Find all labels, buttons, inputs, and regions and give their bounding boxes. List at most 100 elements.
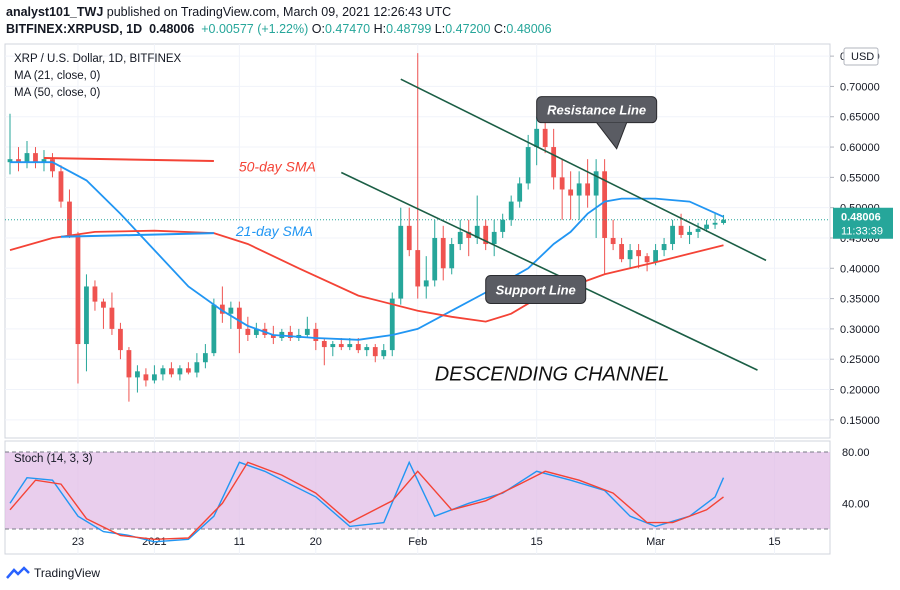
candle-body [245,328,251,335]
candle-body [270,334,276,338]
candle-body [619,244,625,260]
candle-body [500,219,506,232]
candle-body [101,301,106,308]
candle-body [712,222,718,225]
resistance-line [400,78,767,262]
currency-label: USD [851,51,874,63]
candle-body [364,347,370,351]
y-tick-label: 0.20000 [840,385,880,397]
candle-body [211,304,217,354]
candle-body [372,347,378,357]
candle-body [525,147,531,184]
candle-body [610,237,616,245]
candle-body [143,374,149,381]
candle-body [185,368,191,373]
candle-body [338,344,344,348]
candle-body [126,350,132,378]
legend-title: XRP / U.S. Dollar, 1D, BITFINEX [14,53,182,65]
candle-body [236,307,242,329]
candle-body [160,368,166,375]
candle-body [168,368,174,375]
candle-body [135,371,140,378]
candle-body [517,183,523,202]
candle-body [670,225,675,245]
stoch-label: Stoch (14, 3, 3) [14,453,93,465]
candle-body [483,225,489,245]
candle-body [593,171,599,196]
publish-text: published on TradingView.com, March 09, … [106,5,452,19]
stoch-tick-label: 40.00 [842,498,870,510]
candle-body [415,250,421,287]
candle-body [389,298,395,351]
publish-info: analyst101_TWJ published on TradingView.… [6,5,451,19]
channel-annotation: DESCENDING CHANNEL [435,363,669,385]
y-tick-label: 0.30000 [840,324,880,336]
close-label: C: [493,22,507,36]
x-tick-label: 11 [234,536,245,548]
y-tick-label: 0.25000 [840,354,880,366]
publisher-name: analyst101_TWJ [6,5,104,19]
candle-body [152,374,157,381]
stoch-band [5,452,830,529]
candle-body [457,231,463,245]
candle-body [432,237,438,281]
candle-body [321,341,327,348]
x-tick-label: 23 [72,536,84,548]
symbol: BITFINEX:XRPUSD, 1D [6,22,143,36]
candle-body [67,201,72,235]
tradingview-logo[interactable]: TradingView [6,566,100,580]
candle-body [304,328,310,335]
support-line [340,171,758,371]
candle-body [219,304,225,314]
close-value: 0.48006 [506,22,552,36]
y-tick-label: 0.60000 [840,142,880,154]
sma50-marker-line [43,157,214,162]
candle-body [109,307,115,329]
x-tick-label: 20 [310,536,322,548]
candle-body [7,159,13,163]
open-label: O: [311,22,325,36]
currency-button[interactable] [843,47,879,66]
y-tick-label: 0.70000 [840,81,880,93]
support-callout-text: Support Line [496,282,576,297]
candle-body [644,256,650,263]
high-value: 0.48799 [386,22,432,36]
candle-body [721,219,726,223]
candle-body [287,331,293,338]
price: 0.48006 [149,22,195,36]
candle-body [551,147,557,178]
candle-body [330,344,336,348]
open-value: 0.47470 [324,22,371,36]
sma21-annotation: 21-day SMA [235,223,313,239]
candle-body [534,128,540,148]
sma21-marker-line [60,232,214,238]
candle-body [381,350,387,357]
candle-body [50,159,55,172]
brand-name: TradingView [34,566,101,580]
candle-body [118,328,123,351]
candle-body [75,234,81,345]
ohlc-row: BITFINEX:XRPUSD, 1D 0.48006 +0.00577 (+1… [6,22,552,36]
resistance-callout-text: Resistance Line [547,103,646,118]
x-tick-label: 15 [768,536,780,548]
x-tick-label: Feb [408,536,427,548]
candle-body [636,250,642,257]
support-callout-box [485,274,587,304]
candle-body [202,353,208,363]
candle-body [228,307,234,314]
candle-body [33,153,38,163]
candle-body [491,231,497,245]
candle-body [568,189,574,196]
low-label: L: [434,22,446,36]
y-tick-label: 0.40000 [840,263,880,275]
stochastic: 40.00 80.00 [5,447,870,543]
legend-ma50: MA (50, close, 0) [14,87,100,99]
candle-body [406,225,412,251]
candle-body [16,159,21,163]
candle-body [92,286,98,302]
candle-body [24,153,30,163]
low-value: 0.47200 [445,22,491,36]
candle-body [423,280,429,287]
candle-body [576,183,582,196]
